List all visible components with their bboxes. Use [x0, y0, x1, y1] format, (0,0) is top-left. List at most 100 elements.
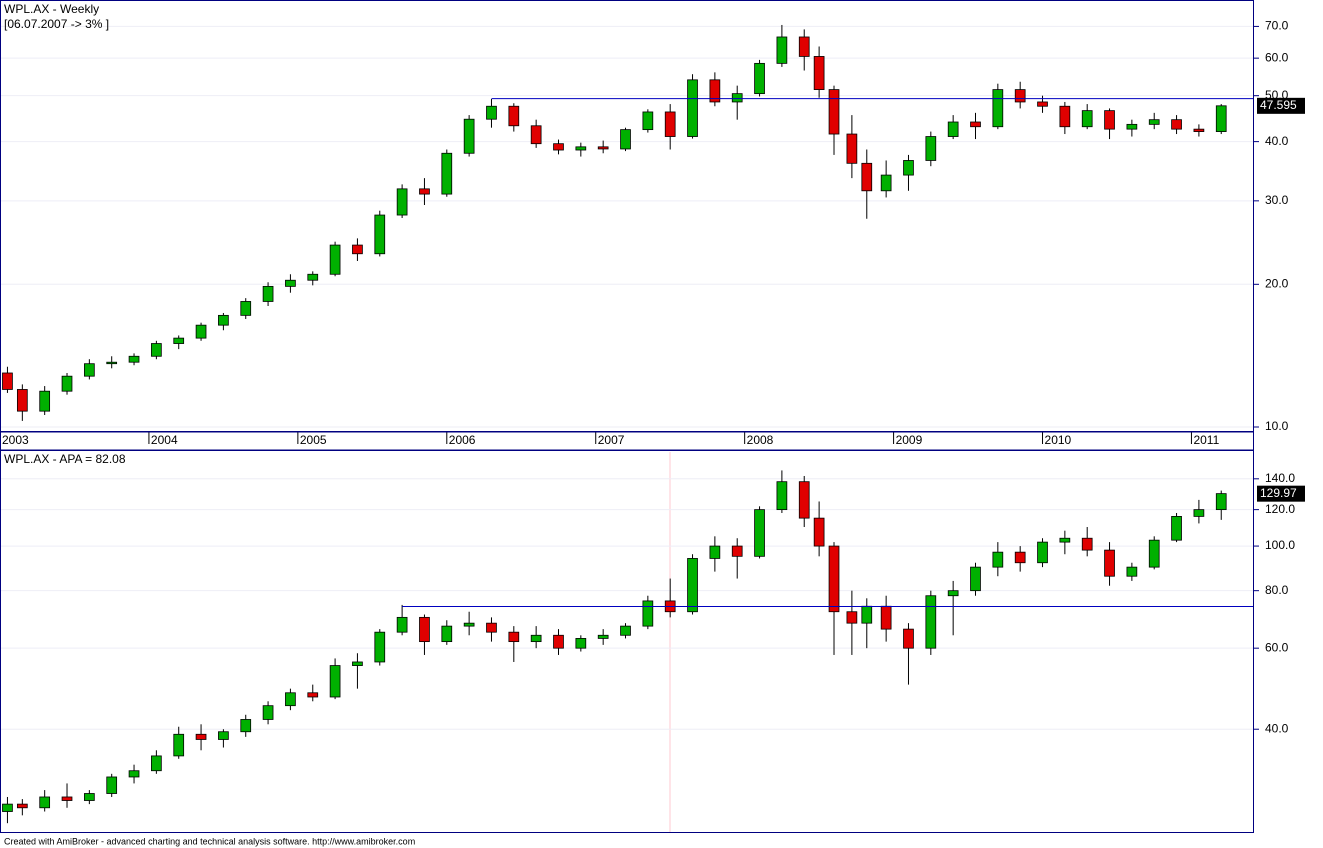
candle-body [329, 665, 341, 698]
candle-body [1193, 128, 1205, 132]
candle-body [687, 558, 698, 613]
candle-body [925, 595, 937, 649]
candle-body [1037, 101, 1048, 107]
candle-body [813, 56, 825, 90]
y-tick-label: 30.0 [1265, 193, 1289, 207]
candle-body [970, 121, 981, 128]
candle-body [240, 719, 252, 733]
candle-body [463, 118, 475, 154]
panel-title: WPL.AX - APA = 82.08 [4, 452, 126, 466]
candle-body [846, 133, 858, 164]
candle-body [173, 733, 185, 757]
candle-body [441, 152, 453, 195]
candle-body [151, 343, 162, 357]
candle-body [1126, 566, 1138, 577]
candle-body [61, 375, 73, 392]
y-tick-label: 40.0 [1265, 134, 1289, 148]
candle-body [486, 622, 497, 633]
candle-body [419, 616, 430, 643]
candle-body [1215, 105, 1227, 132]
candle-body [776, 481, 788, 511]
candle-body [903, 160, 914, 176]
candle-body [731, 545, 743, 557]
candle-body [530, 125, 542, 145]
candle-body [1193, 509, 1205, 517]
candle-body [992, 89, 1004, 128]
candle-body [1171, 119, 1182, 130]
candle-body [1171, 516, 1182, 541]
panel-subtitle: [06.07.2007 -> 3% ] [4, 17, 109, 31]
candle-body [880, 605, 892, 630]
candle-body [218, 731, 229, 740]
candle-body [262, 285, 274, 302]
x-tick-label: 2007 [598, 433, 625, 447]
candle-body [947, 590, 959, 597]
candle-body [374, 214, 386, 255]
candle-body [970, 566, 981, 592]
x-tick-label: 2006 [449, 433, 476, 447]
y-tick-label: 60.0 [1265, 640, 1289, 654]
candle-body [664, 111, 676, 137]
candle-body [553, 143, 564, 151]
candle-body [307, 692, 319, 698]
candle-body [128, 770, 140, 778]
candle-body [396, 616, 408, 633]
candle-body [642, 600, 654, 627]
candle-body [508, 105, 520, 127]
panel-title: WPL.AX - Weekly [4, 2, 99, 16]
candle-body [1037, 541, 1048, 564]
candle-body [687, 79, 698, 137]
candle-body [486, 105, 497, 120]
candle-body [846, 611, 858, 624]
candle-body [828, 545, 840, 613]
candle-body [128, 355, 140, 363]
candle-body [1081, 537, 1093, 551]
candle-body [61, 796, 73, 801]
candle-body [947, 121, 959, 137]
candle-body [620, 625, 631, 636]
last-value-label: 47.595 [1260, 98, 1297, 112]
candle-body [575, 146, 587, 151]
candle-body [992, 551, 1004, 568]
x-tick-label: 2009 [896, 433, 923, 447]
candle-body [396, 188, 408, 216]
y-tick-label: 10.0 [1265, 419, 1289, 433]
candle-body [553, 634, 564, 649]
y-tick-label: 20.0 [1265, 276, 1289, 290]
candle-body [352, 661, 363, 666]
candle-body [642, 111, 654, 131]
candle-body [39, 390, 51, 412]
candle-body [2, 803, 13, 812]
y-tick-label: 70.0 [1265, 19, 1289, 33]
candle-body [374, 631, 386, 663]
x-tick-label: 2010 [1045, 433, 1072, 447]
candle-body [861, 162, 873, 192]
candle-body [84, 363, 95, 377]
candle-body [16, 389, 28, 412]
candle-body [307, 273, 319, 281]
candle-body [441, 625, 453, 643]
candle-body [106, 361, 118, 365]
candle-body [285, 279, 296, 287]
candle-body [1014, 89, 1026, 103]
candle-body [798, 36, 810, 57]
y-tick-label: 80.0 [1265, 583, 1289, 597]
x-tick-label: 2005 [300, 433, 327, 447]
x-tick-label: 2003 [2, 433, 29, 447]
candle-body [828, 89, 840, 135]
candle-body [39, 796, 51, 809]
last-value-label: 129.97 [1260, 486, 1297, 500]
candle-body [1126, 123, 1138, 130]
candle-body [16, 803, 28, 809]
candle-body [106, 776, 118, 794]
candle-body [1215, 493, 1227, 511]
x-tick-label: 2011 [1193, 433, 1219, 447]
candle-body [575, 638, 587, 649]
candle-body [262, 705, 274, 720]
candle-body [754, 509, 765, 557]
last-value-box [1257, 485, 1305, 502]
candle-body [463, 622, 475, 627]
candle-body [709, 545, 721, 559]
candle-body [798, 481, 810, 519]
